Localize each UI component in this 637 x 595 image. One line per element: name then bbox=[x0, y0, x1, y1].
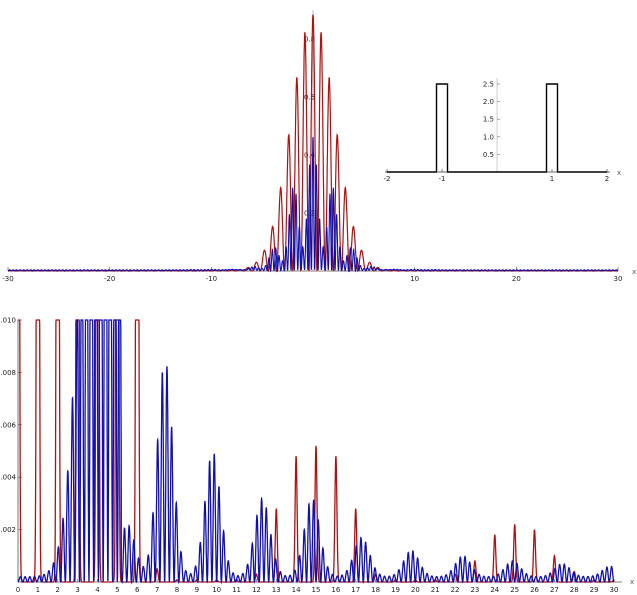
bottom-x-tick-label: 10 bbox=[212, 586, 221, 594]
bottom-x-tick-label: 25 bbox=[510, 586, 519, 594]
bottom-x-tick-label: 9 bbox=[195, 586, 199, 594]
bottom-x-tick-label: 6 bbox=[135, 586, 140, 594]
bottom-x-tick-label: 20 bbox=[411, 586, 420, 594]
inset-x-tick-label: 1 bbox=[550, 175, 554, 183]
inset-x-tick-label: 2 bbox=[605, 175, 609, 183]
bottom-x-tick-label: 30 bbox=[610, 586, 619, 594]
inset-x-tick-label: -1 bbox=[439, 175, 446, 183]
bottom-x-tick-label: 27 bbox=[550, 586, 559, 594]
top-x-tick-label: -20 bbox=[104, 275, 115, 283]
inset-rect-pulse-series bbox=[387, 83, 607, 173]
top-x-tick-label: -10 bbox=[206, 275, 217, 283]
inset-y-tick-label: 1.0 bbox=[483, 133, 494, 141]
bottom-y-tick-label: 0.008 bbox=[0, 369, 16, 377]
top-y-tick-label: 0.4 bbox=[304, 152, 316, 160]
top-x-axis-label: x bbox=[632, 268, 636, 276]
bottom-chart: x 0 1 2 3 4 5 6 7 8 9 10 11 12 13 14 15 16 17 18 19 20 21 22 23… bbox=[0, 317, 634, 595]
bottom-x-tick-label: 18 bbox=[371, 586, 380, 594]
bottom-x-axis-label: x bbox=[630, 578, 634, 586]
bottom-x-tick-label: 2 bbox=[55, 586, 59, 594]
bottom-red-series bbox=[18, 319, 615, 583]
top-x-tick-label: 20 bbox=[512, 275, 521, 283]
bottom-x-tick-label: 13 bbox=[272, 586, 281, 594]
bottom-x-tick-label: 29 bbox=[590, 586, 599, 594]
bottom-x-tick-label: 24 bbox=[490, 586, 499, 594]
top-blue-series bbox=[7, 136, 619, 273]
bottom-y-tick-label: 0.006 bbox=[0, 421, 17, 429]
bottom-y-tick-label: 0.002 bbox=[0, 526, 16, 534]
bottom-x-tick-label: 17 bbox=[351, 586, 360, 594]
inset-x-tick-label: -2 bbox=[384, 175, 391, 183]
bottom-x-tick-label: 11 bbox=[232, 586, 241, 594]
top-x-tick-label: 10 bbox=[410, 275, 419, 283]
bottom-x-tick-label: 4 bbox=[95, 586, 100, 594]
top-y-tick-label: 0.2 bbox=[304, 210, 315, 218]
bottom-x-tick-label: 7 bbox=[155, 586, 159, 594]
top-x-tick-label: 30 bbox=[614, 275, 623, 283]
bottom-y-tick-label: 0.010 bbox=[0, 317, 16, 325]
inset-y-tick-label: 1.5 bbox=[483, 116, 494, 124]
inset-y-tick-label: 0.5 bbox=[483, 151, 494, 159]
bottom-x-tick-label: 19 bbox=[391, 586, 400, 594]
bottom-x-tick-label: 16 bbox=[331, 586, 340, 594]
top-x-tick-label: -30 bbox=[2, 275, 13, 283]
top-chart: x -30 -20 -10 10 20 30 0.2 0.4 0.6 0.8 bbox=[2, 10, 636, 283]
bottom-x-tick-label: 8 bbox=[175, 586, 179, 594]
inset-x-axis-label: x bbox=[617, 169, 621, 177]
bottom-x-tick-label: 26 bbox=[530, 586, 539, 594]
bottom-x-tick-label: 5 bbox=[115, 586, 119, 594]
bottom-x-tick-label: 22 bbox=[451, 586, 460, 594]
bottom-y-tick-label: 0.004 bbox=[0, 474, 17, 482]
top-y-tick-label: 0.6 bbox=[304, 94, 316, 102]
bottom-x-tick-label: 3 bbox=[75, 586, 79, 594]
bottom-x-tick-label: 21 bbox=[431, 586, 440, 594]
bottom-blue-series bbox=[17, 319, 615, 585]
bottom-x-tick-label: 28 bbox=[570, 586, 579, 594]
bottom-x-tick-label: 1 bbox=[36, 586, 40, 594]
bottom-x-tick-label: 23 bbox=[470, 586, 479, 594]
inset-y-tick-label: 2.0 bbox=[483, 98, 494, 106]
inset-chart: x -2 -1 1 2 0.5 1.0 1.5 2.0 2.5 bbox=[384, 78, 621, 183]
bottom-x-tick-label: 15 bbox=[312, 586, 321, 594]
bottom-x-tick-label: 14 bbox=[292, 586, 301, 594]
bottom-x-tick-label: 0 bbox=[16, 586, 20, 594]
bottom-x-tick-label: 12 bbox=[252, 586, 261, 594]
top-y-tick-label: 0.8 bbox=[304, 36, 315, 44]
inset-y-tick-label: 2.5 bbox=[483, 81, 494, 89]
